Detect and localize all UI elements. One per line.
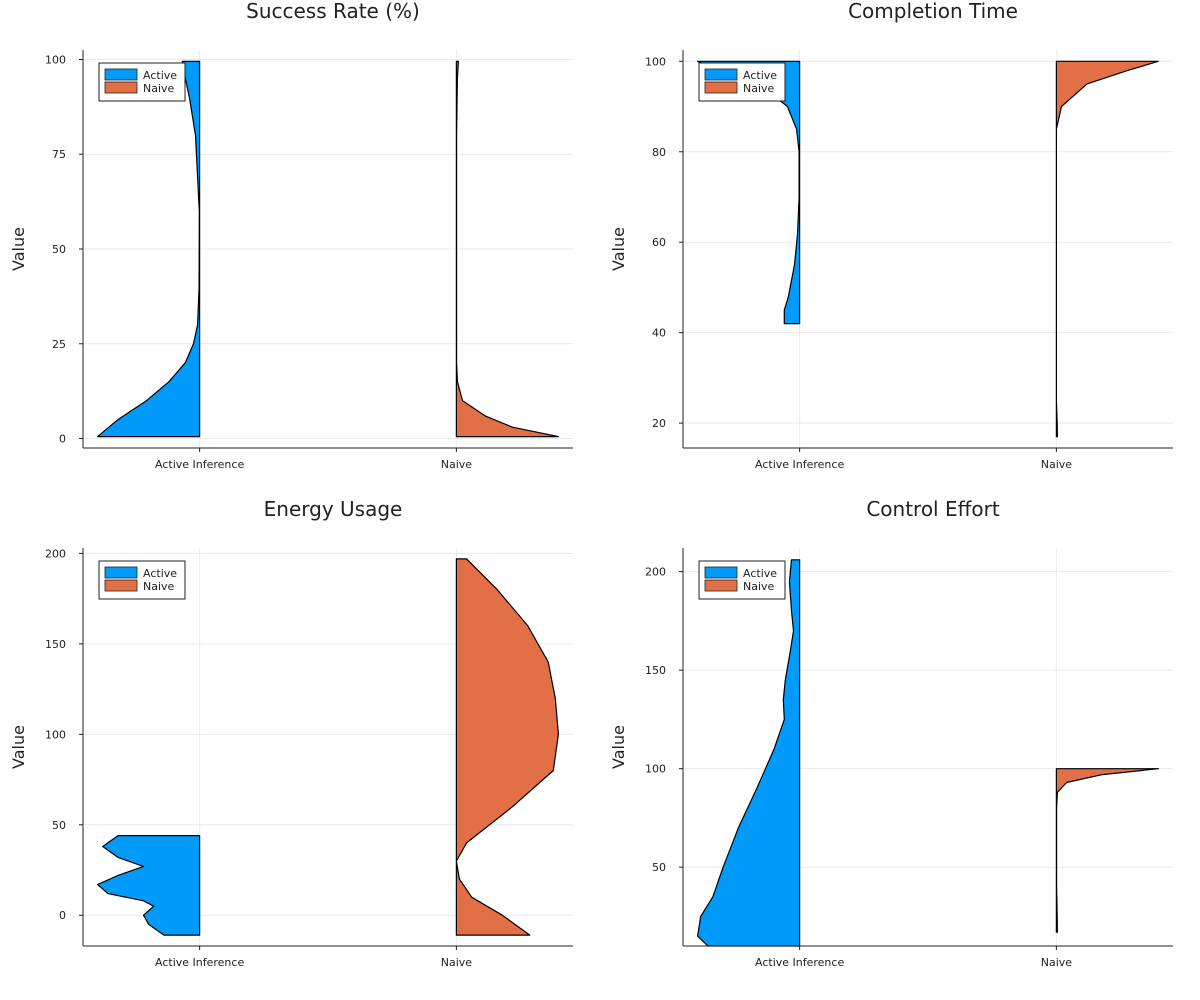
legend-label-active: Active (143, 69, 177, 82)
x-tick-label: Active Inference (755, 458, 844, 471)
y-tick-label: 50 (52, 819, 66, 832)
legend-label-naive: Naive (143, 82, 175, 95)
chart-title: Success Rate (%) (246, 0, 420, 23)
y-tick-label: 80 (652, 146, 666, 159)
legend-label-active: Active (743, 69, 777, 82)
legend-label-naive: Naive (743, 580, 775, 593)
x-tick-label: Naive (1041, 956, 1073, 969)
y-tick-label: 0 (59, 909, 66, 922)
y-tick-label: 100 (45, 728, 66, 741)
legend-swatch-naive (704, 579, 738, 592)
chart-panel-1: 0 25 50 75 100 Active Inference Naive Success R… (9, 0, 573, 471)
y-tick-label: 200 (45, 547, 66, 560)
violin-naive (1055, 768, 1159, 933)
legend-swatch-naive (104, 81, 138, 94)
chart-panel-3: 0 50 100 150 200 Active Inference Naive Energy … (9, 497, 573, 969)
violin-naive (1055, 60, 1159, 438)
x-tick-label: Naive (441, 458, 473, 471)
chart-title: Energy Usage (264, 497, 403, 521)
legend-label-active: Active (143, 567, 177, 580)
x-tick-label: Active Inference (155, 458, 244, 471)
y-tick-label: 50 (52, 243, 66, 256)
x-tick-label: Active Inference (155, 956, 244, 969)
y-tick-label: 100 (645, 55, 666, 68)
y-tick-label: 20 (652, 417, 666, 430)
chart-panel-4: 50 100 150 200 Active Inference Naive Control … (609, 497, 1173, 969)
y-axis-label: Value (609, 725, 628, 769)
y-tick-label: 150 (45, 638, 66, 651)
y-tick-label: 100 (45, 53, 66, 66)
legend-label-naive: Naive (743, 82, 775, 95)
legend-swatch-naive (104, 579, 138, 592)
chart-panel-2: 20 40 60 80 100 Active Inference Naive Completi… (609, 0, 1173, 471)
y-tick-label: 60 (652, 236, 666, 249)
y-tick-label: 0 (59, 433, 66, 446)
y-axis-label: Value (9, 227, 28, 271)
y-axis-label: Value (609, 227, 628, 271)
y-tick-label: 50 (652, 861, 666, 874)
legend-label-active: Active (743, 567, 777, 580)
chart-title: Completion Time (848, 0, 1018, 23)
legend-swatch-active (104, 566, 138, 579)
y-tick-label: 200 (645, 566, 666, 579)
y-tick-label: 25 (52, 338, 66, 351)
legend-swatch-active (104, 68, 138, 81)
violin-naive (455, 558, 559, 936)
y-tick-label: 40 (652, 327, 666, 340)
legend-swatch-naive (704, 81, 738, 94)
legend-swatch-active (704, 68, 738, 81)
y-tick-label: 150 (645, 664, 666, 677)
y-axis-label: Value (9, 725, 28, 769)
x-tick-label: Naive (441, 956, 473, 969)
legend-label-naive: Naive (143, 580, 175, 593)
legend-swatch-active (704, 566, 738, 579)
y-tick-label: 100 (645, 763, 666, 776)
y-tick-label: 75 (52, 148, 66, 161)
chart-title: Control Effort (866, 497, 1000, 521)
violin-active (97, 835, 201, 936)
violin-active (697, 559, 801, 947)
violin-naive (455, 60, 559, 438)
x-tick-label: Active Inference (755, 956, 844, 969)
x-tick-label: Naive (1041, 458, 1073, 471)
